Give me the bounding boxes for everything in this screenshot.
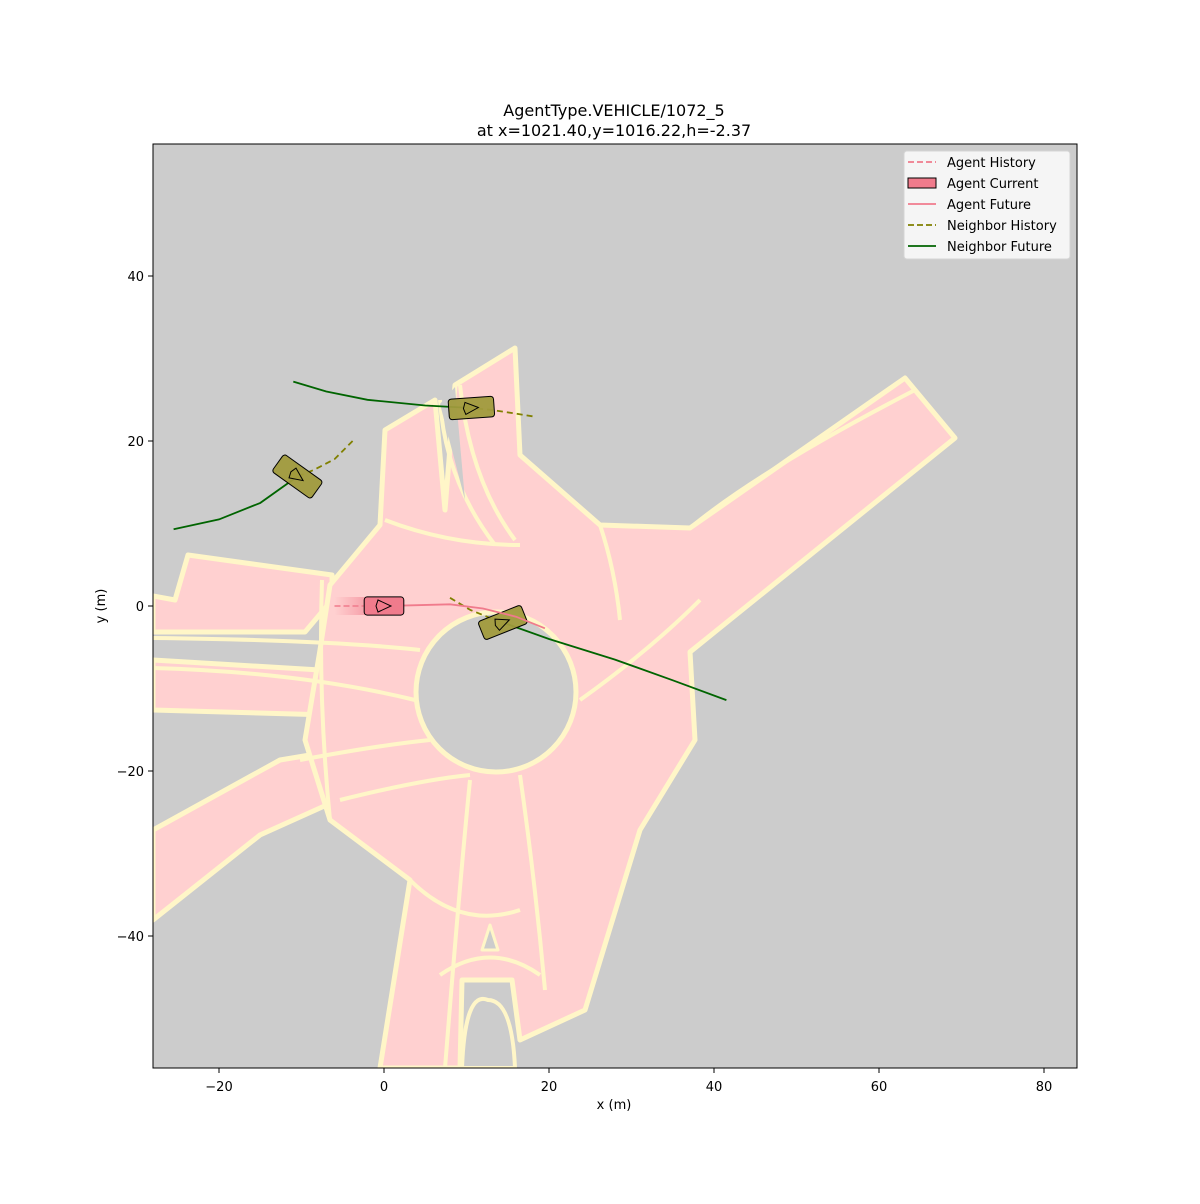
island-south (460, 996, 517, 1068)
trajectories (173, 380, 727, 701)
legend-frame (903, 150, 1071, 260)
legend-label: Agent Current (947, 177, 1038, 192)
chart-subtitle: at x=1021.40,y=1016.22,h=-2.37 (477, 121, 751, 140)
neighbor-3-vehicle-heading-arrow (462, 401, 480, 416)
neighbor-3-vehicle (447, 395, 496, 421)
x-tick-label: 0 (380, 1080, 388, 1095)
legend: Agent History Agent Current Agent Future Ne… (903, 150, 1071, 260)
legend-label: Neighbor Future (947, 240, 1052, 255)
x-tick-label: 60 (871, 1080, 888, 1095)
neighbor-2-future-line (173, 475, 298, 531)
agent-current-vehicle-heading-arrow (375, 599, 393, 613)
roundabout-core (302, 345, 958, 1068)
agent-future-line (383, 603, 546, 630)
lane-line (408, 878, 521, 918)
neighbor-2-vehicle (272, 454, 323, 499)
road-west-upper (153, 552, 335, 635)
lane-line (598, 524, 622, 621)
neighbor-2-history-line (297, 440, 354, 478)
y-tick-label: 20 (127, 435, 144, 450)
legend-label: Agent History (947, 156, 1036, 171)
lane-line (384, 518, 521, 547)
y-tick-label: 0 (136, 600, 144, 615)
x-tick-label: −20 (205, 1080, 232, 1095)
lane-line (443, 779, 472, 1068)
neighbor-1-future-line (502, 621, 727, 701)
lane-line (438, 955, 542, 977)
y-tick-label: −40 (117, 930, 144, 945)
lane-line (153, 666, 416, 702)
lane-line (299, 738, 431, 762)
neighbor-2-vehicle-heading-arrow (288, 467, 305, 482)
lane-line (153, 636, 421, 652)
x-tick-label: 40 (706, 1080, 723, 1095)
x-tick-label: 20 (541, 1080, 558, 1095)
y-tick-label: 40 (127, 270, 144, 285)
lane-line (518, 774, 547, 991)
y-tick-label: −20 (117, 765, 144, 780)
x-axis-label: x (m) (597, 1098, 632, 1113)
y-axis-label: y (m) (94, 589, 109, 624)
legend-label: Neighbor History (947, 219, 1057, 234)
axes: −20 0 20 40 60 80 −40 −20 0 20 40 (117, 270, 1053, 1095)
legend-label: Agent Future (947, 198, 1031, 213)
lane-line (578, 598, 702, 702)
lane-line (438, 399, 497, 547)
lane-line (319, 579, 332, 821)
chart-title: AgentType.VEHICLE/1072_5 (503, 101, 724, 121)
island-median (480, 923, 500, 952)
neighbor-3-future-line (293, 380, 472, 409)
lane-line (688, 388, 916, 530)
legend-swatch (907, 177, 937, 189)
x-tick-label: 80 (1036, 1080, 1053, 1095)
agent-current-vehicle (363, 596, 405, 616)
lane-line (339, 773, 471, 802)
road-map (153, 345, 958, 1068)
island-north (440, 387, 465, 500)
neighbor-1-vehicle-heading-arrow (494, 618, 511, 632)
